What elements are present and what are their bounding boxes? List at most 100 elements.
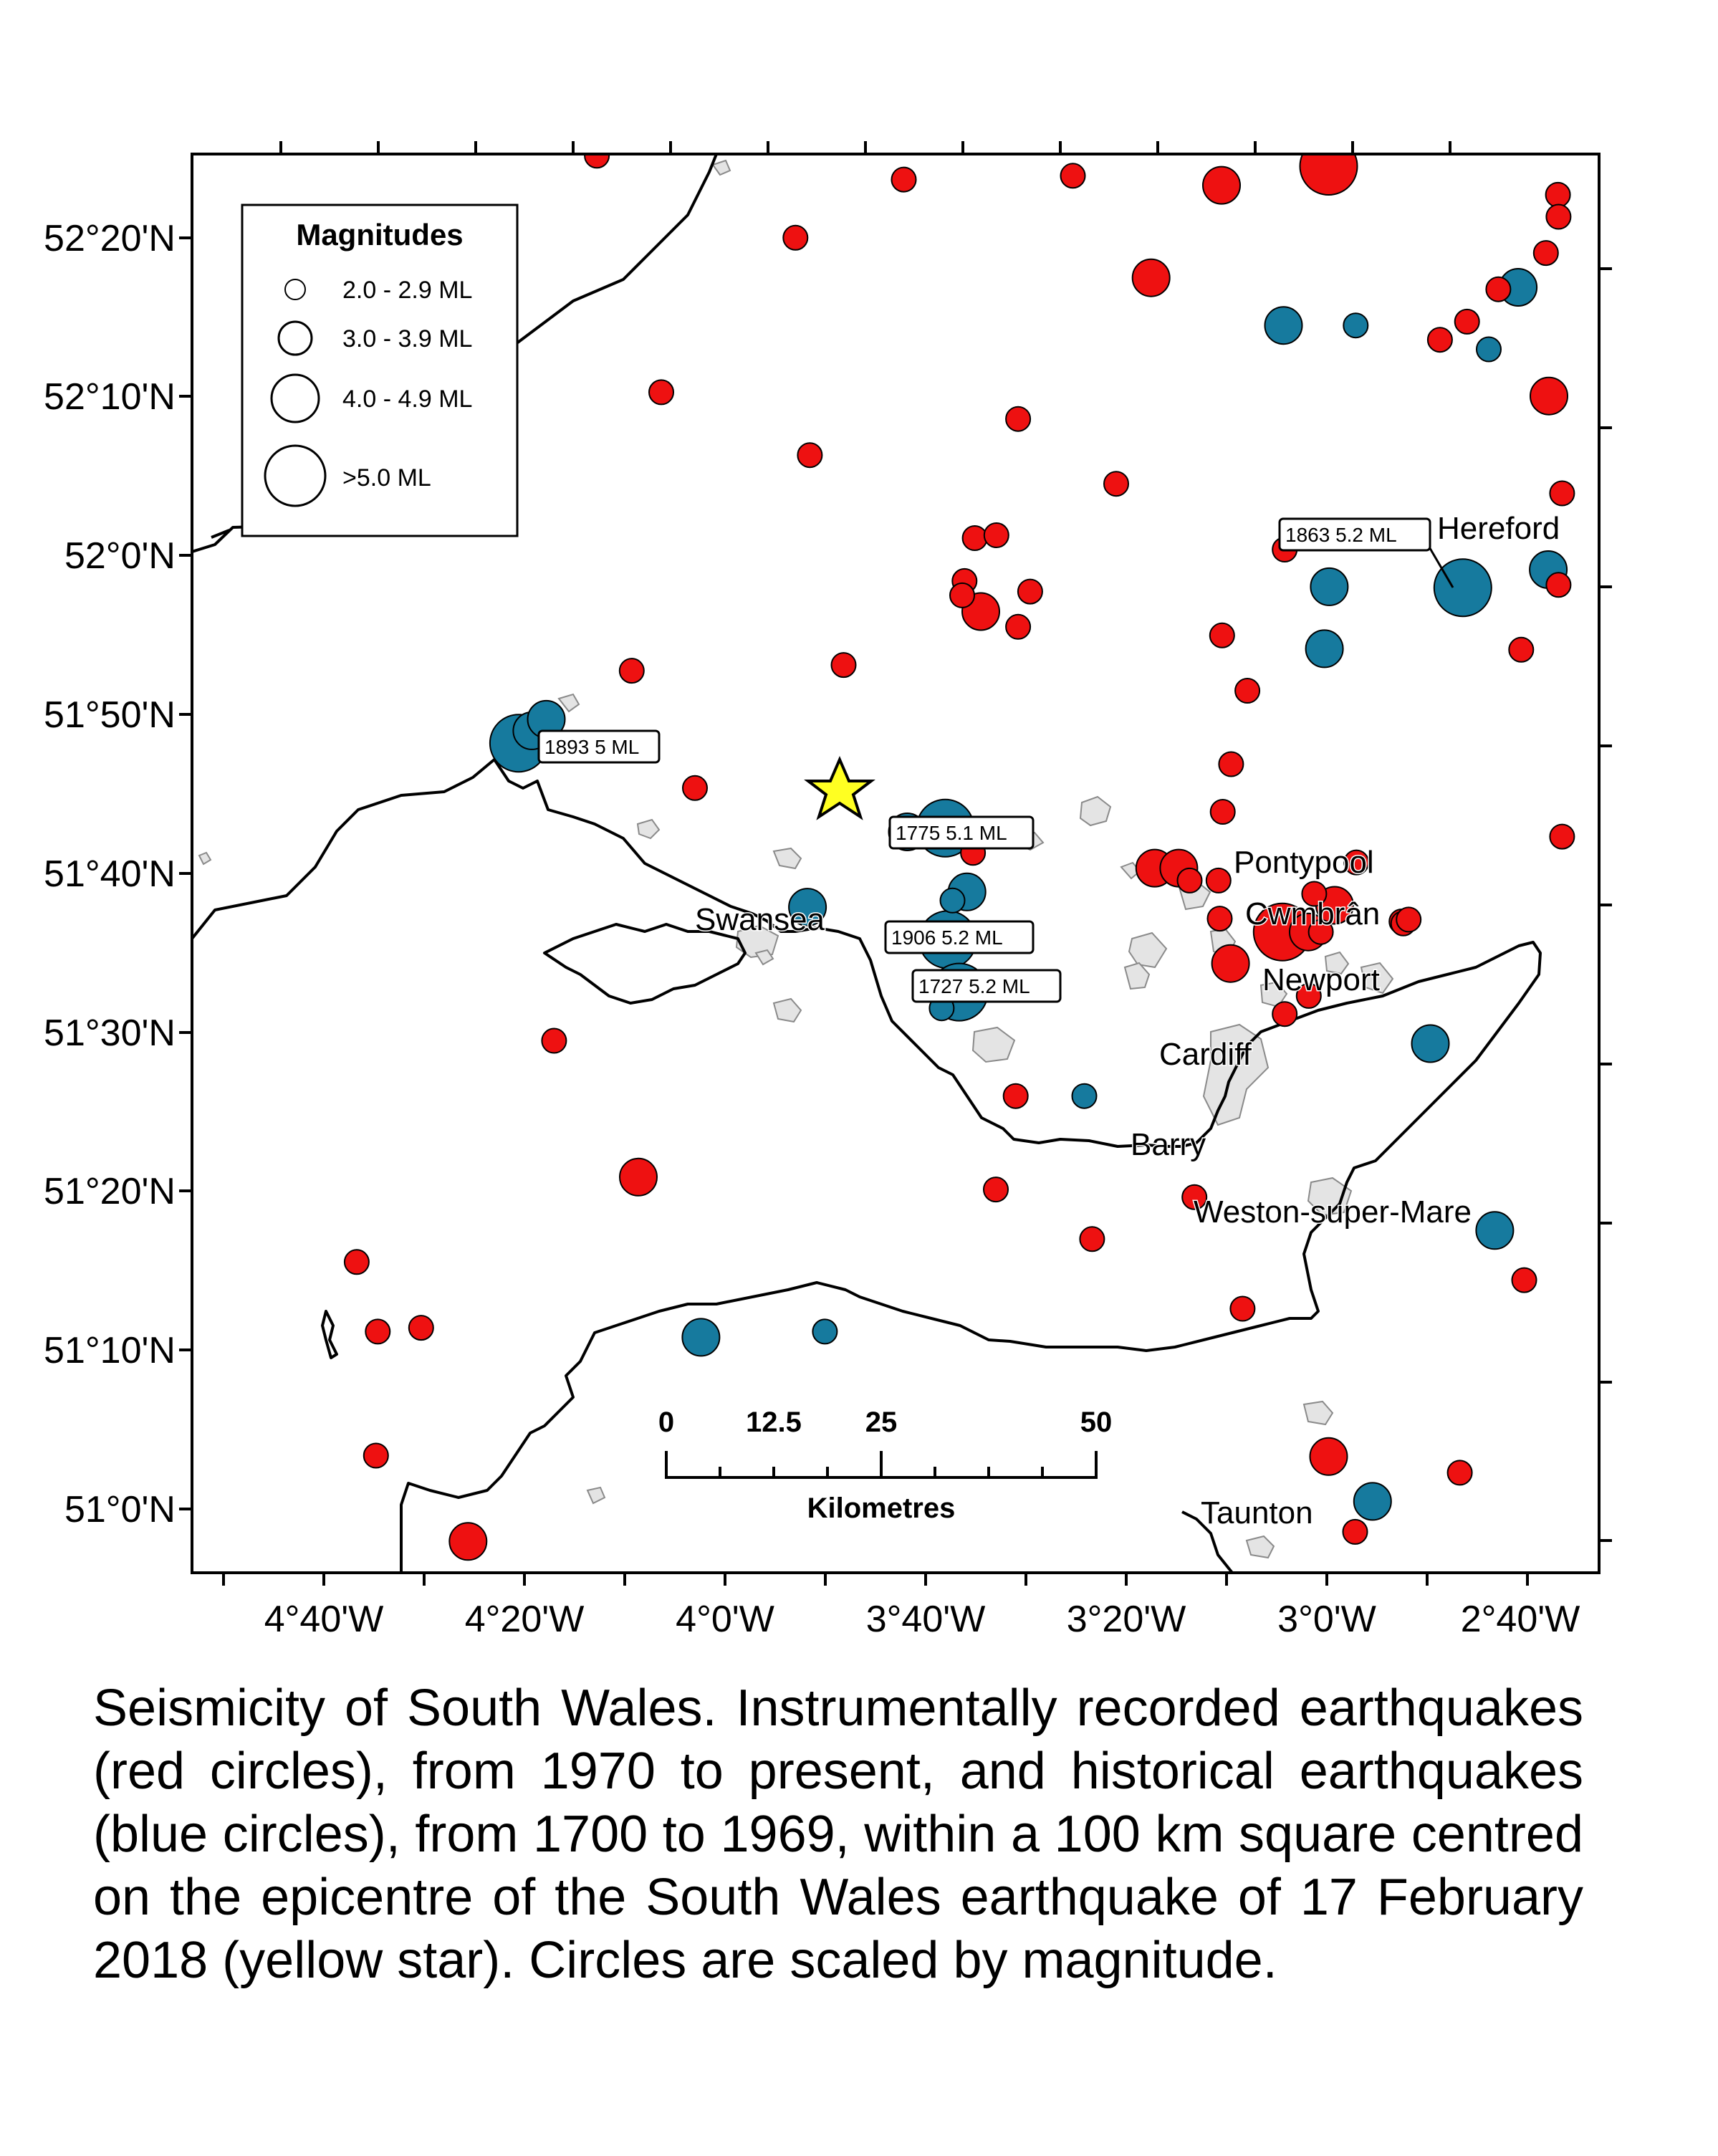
instrumental-earthquake-marker: [1530, 376, 1568, 416]
callout-box: [911, 969, 1062, 1003]
scale-unit-label: Kilometres: [807, 1493, 956, 1524]
callout-1727: 1727 5.2 ML: [911, 969, 1062, 1003]
instrumental-earthquake-marker: [1205, 867, 1232, 893]
instrumental-earthquake-marker: [961, 525, 988, 551]
historical-earthquake-marker: [1475, 1211, 1515, 1250]
callout-box: [888, 815, 1035, 850]
callout-1775: 1775 5.1 ML: [888, 815, 1035, 850]
callout-1906: 1906 5.2 ML: [884, 920, 1035, 954]
historical-earthquake-marker: [1071, 1083, 1098, 1109]
legend-symbol-1: [284, 279, 306, 300]
legend-label: 4.0 - 4.9 ML: [342, 385, 472, 413]
legend-symbol-2: [277, 320, 313, 356]
instrumental-earthquake-marker: [1131, 258, 1171, 297]
instrumental-earthquake-marker: [1234, 678, 1261, 704]
historical-earthquake-marker: [788, 888, 827, 927]
instrumental-earthquake-marker: [983, 1177, 1009, 1203]
callout-text: 1727 5.2 ML: [918, 975, 1030, 997]
instrumental-earthquake-marker: [1176, 867, 1203, 893]
historical-earthquake-marker: [812, 1318, 838, 1345]
instrumental-earthquake-marker: [343, 1249, 370, 1275]
instrumental-earthquake-marker: [1426, 327, 1453, 353]
instrumental-earthquake-marker: [1206, 906, 1233, 932]
instrumental-earthquake-marker: [1549, 480, 1575, 507]
historical-earthquake-marker: [681, 1318, 721, 1357]
lon-label: 4°20'W: [465, 1599, 585, 1640]
instrumental-earthquake-marker: [541, 1027, 567, 1054]
legend-label: 3.0 - 3.9 ML: [342, 325, 472, 353]
place-cwmbran: Cwmbrân: [1245, 896, 1380, 931]
latitude-labels: 52°20'N 52°10'N 52°0'N 51°50'N 51°40'N 5…: [44, 218, 176, 1530]
instrumental-earthquake-marker: [1485, 276, 1512, 302]
island: [321, 1310, 338, 1359]
instrumental-earthquake-marker: [830, 652, 857, 679]
instrumental-earthquake-marker: [782, 224, 809, 251]
legend-title: Magnitudes: [296, 218, 463, 251]
instrumental-earthquake-marker: [1229, 1295, 1256, 1322]
instrumental-earthquake-marker: [365, 1318, 391, 1345]
lat-label: 52°0'N: [64, 535, 176, 577]
instrumental-earthquake-marker: [1446, 1460, 1473, 1486]
map-frame: [191, 153, 1601, 1574]
instrumental-earthquake-marker: [1272, 1001, 1298, 1027]
instrumental-earthquake-marker: [1209, 799, 1236, 825]
instrumental-earthquake-marker: [408, 1315, 434, 1341]
lon-label: 3°20'W: [1067, 1599, 1186, 1640]
instrumental-earthquake-marker: [1209, 622, 1235, 648]
callout-box: [884, 920, 1035, 954]
legend-symbol-3: [270, 373, 320, 423]
instrumental-earthquake-marker: [1301, 881, 1328, 907]
place-pontypool: Pontypool: [1234, 845, 1374, 880]
place-swansea: Swansea: [695, 902, 825, 937]
scale-bar: 0 12.5 25 50 Kilometres: [658, 1407, 1112, 1524]
callout-text: 1906 5.2 ML: [891, 926, 1003, 949]
lon-label: 4°0'W: [676, 1599, 774, 1640]
historical-earthquake-marker: [1264, 306, 1303, 345]
instrumental-earthquake-marker: [1181, 1184, 1208, 1210]
instrumental-earthquake-marker: [983, 522, 1009, 548]
historical-earthquake-marker: [1343, 312, 1369, 339]
instrumental-earthquake-marker: [1309, 1437, 1348, 1476]
instrumental-earthquake-marker: [1060, 163, 1086, 189]
instrumental-earthquake-marker: [1211, 944, 1250, 983]
instrumental-earthquake-marker: [1549, 823, 1575, 850]
legend-label: >5.0 ML: [342, 464, 431, 492]
scale-tick-label: 12.5: [746, 1407, 802, 1438]
frame-ticks: [179, 141, 1612, 1586]
instrumental-earthquake-marker: [1342, 1518, 1368, 1545]
instrumental-earthquake-marker: [619, 1157, 658, 1197]
instrumental-earthquake-marker: [1005, 613, 1032, 640]
historical-earthquake-marker: [1353, 1482, 1392, 1521]
lat-label: 51°50'N: [44, 694, 176, 736]
lon-label: 3°0'W: [1277, 1599, 1376, 1640]
instrumental-earthquake-marker: [1295, 982, 1322, 1009]
historical-earthquake-marker: [939, 887, 966, 914]
figure-caption: Seismicity of South Wales. Instrumentall…: [93, 1680, 1583, 1989]
place-taunton: Taunton: [1201, 1495, 1313, 1530]
lat-label: 51°0'N: [64, 1489, 176, 1530]
lat-label: 51°40'N: [44, 853, 176, 895]
instrumental-earthquake-marker: [682, 775, 708, 801]
historical-earthquake-marker: [1310, 567, 1349, 606]
magnitude-legend: Magnitudes 2.0 - 2.9 ML 3.0 - 3.9 ML 4.0…: [241, 203, 519, 537]
lon-label: 2°40'W: [1461, 1599, 1580, 1640]
instrumental-earthquake-marker: [891, 166, 917, 193]
instrumental-earthquake-marker: [797, 442, 823, 469]
north-inlet: [211, 529, 230, 539]
instrumental-earthquake-marker: [448, 1522, 488, 1561]
scale-tick-label: 50: [1080, 1407, 1113, 1438]
callout-1893: 1893 5 ML: [537, 729, 661, 764]
instrumental-earthquake-marker: [648, 379, 674, 406]
gower-coast: [543, 923, 747, 1005]
lat-label: 52°10'N: [44, 376, 176, 418]
instrumental-earthquake-marker: [363, 1442, 389, 1469]
callout-1863: 1863 5.2 ML: [1278, 517, 1431, 552]
instrumental-earthquake-marker: [1343, 849, 1370, 876]
place-newport: Newport: [1262, 962, 1380, 997]
instrumental-earthquake-marker: [1307, 919, 1334, 945]
instrumental-earthquake-marker: [1103, 471, 1129, 497]
lat-label: 51°10'N: [44, 1330, 176, 1371]
instrumental-earthquake-marker: [1454, 308, 1480, 335]
instrumental-earthquakes: [343, 154, 1575, 1561]
